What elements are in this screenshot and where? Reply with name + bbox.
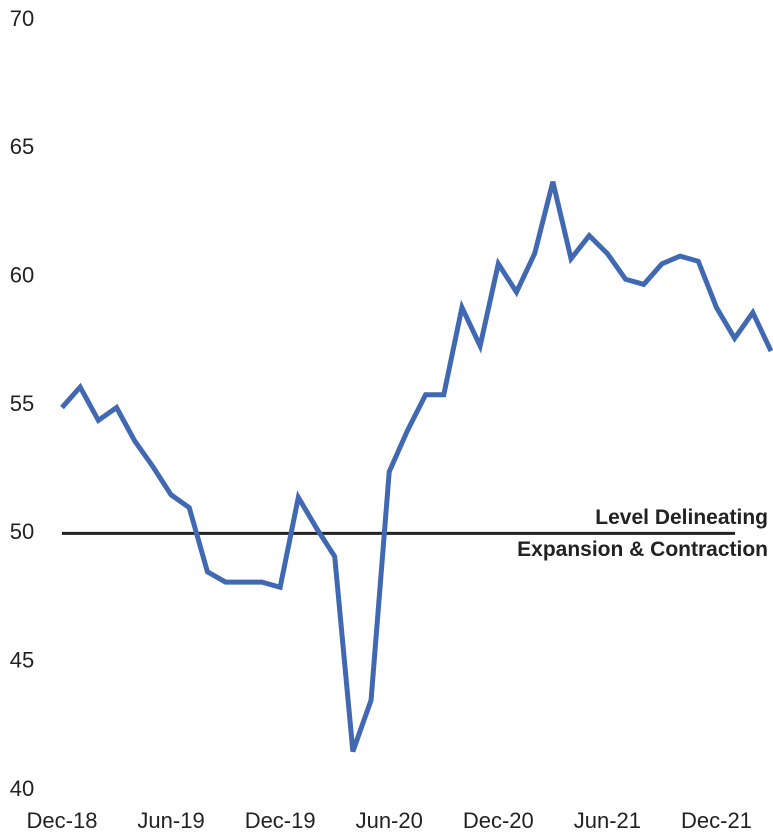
- y-tick-label: 70: [10, 6, 34, 31]
- x-tick-label: Jun-19: [137, 808, 204, 833]
- x-tick-label: Jun-21: [574, 808, 641, 833]
- annotation: Level Delineating: [595, 506, 768, 529]
- x-tick-label: Jun-20: [356, 808, 423, 833]
- y-tick-label: 65: [10, 134, 34, 159]
- y-tick-label: 40: [10, 776, 34, 801]
- annotation: Expansion & Contraction: [517, 538, 768, 561]
- x-tick-label: Dec-19: [245, 808, 316, 833]
- y-tick-label: 45: [10, 647, 34, 672]
- y-tick-label: 55: [10, 391, 34, 416]
- x-tick-label: Dec-21: [681, 808, 752, 833]
- y-tick-label: 50: [10, 519, 34, 544]
- data-line: [60, 181, 773, 753]
- y-tick-label: 60: [10, 262, 34, 287]
- x-tick-label: Dec-18: [27, 808, 98, 833]
- x-tick-label: Dec-20: [463, 808, 534, 833]
